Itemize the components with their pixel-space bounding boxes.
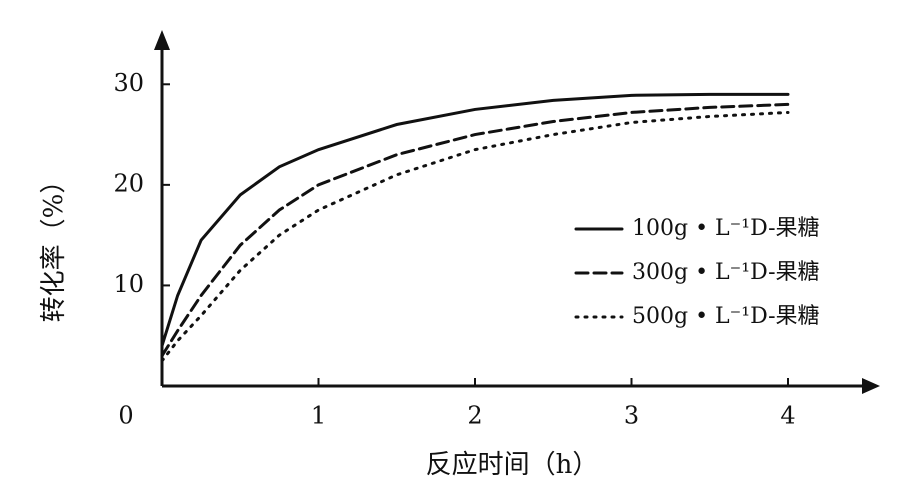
line-series <box>160 92 790 348</box>
x-tick-label: 4 <box>780 402 795 430</box>
x-tick-label: 1 <box>311 402 326 430</box>
x-tick-label: 2 <box>467 402 482 430</box>
x-axis-title: 反应时间（h） <box>426 450 599 480</box>
x-tick-label: 0 <box>118 402 133 430</box>
legend-label: 500g • L⁻¹D-果糖 <box>632 304 820 329</box>
line-series <box>160 110 790 363</box>
y-tick-label: 20 <box>113 169 144 197</box>
x-axis-arrow <box>862 378 880 394</box>
line-series <box>160 102 790 358</box>
legend-label: 300g • L⁻¹D-果糖 <box>632 260 820 285</box>
y-axis-arrow <box>154 30 170 50</box>
x-tick-label: 3 <box>624 402 639 430</box>
y-axis-title: 转化率（%） <box>39 168 69 323</box>
y-tick-label: 10 <box>113 270 144 298</box>
legend-label: 100g • L⁻¹D-果糖 <box>632 216 820 241</box>
y-tick-label: 30 <box>113 69 144 97</box>
